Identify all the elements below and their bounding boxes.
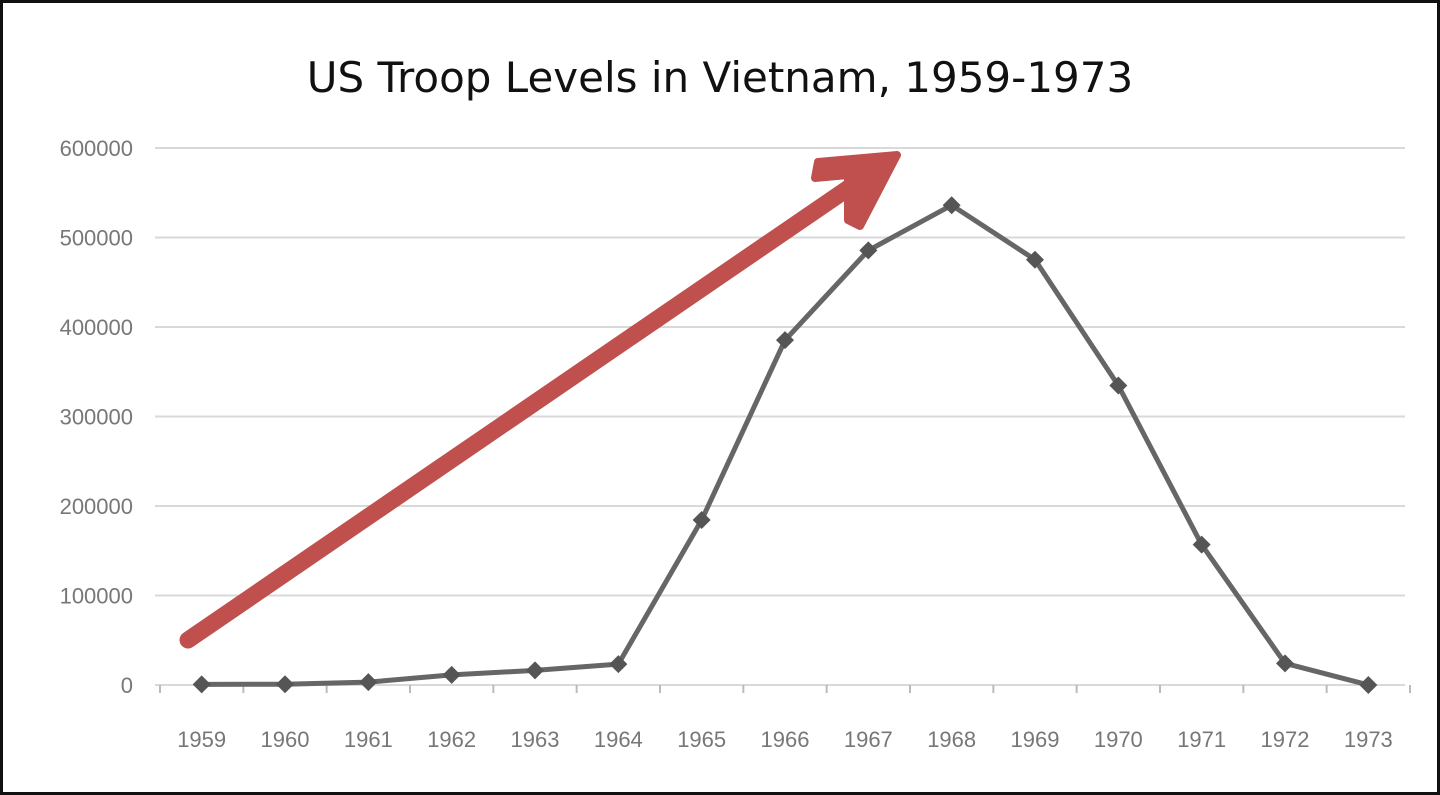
data-point	[192, 675, 211, 694]
x-tick-label: 1965	[677, 727, 726, 752]
data-point	[1026, 250, 1044, 269]
x-tick-label: 1972	[1261, 727, 1310, 752]
x-tick-label: 1959	[177, 727, 226, 752]
data-point	[609, 655, 628, 674]
data-point	[1359, 675, 1378, 694]
x-tick-label: 1969	[1011, 727, 1060, 752]
y-tick-label: 200000	[60, 494, 133, 519]
x-tick-label: 1968	[927, 727, 976, 752]
x-tick-label: 1962	[427, 727, 476, 752]
arrow-shaft	[179, 163, 881, 649]
series-line	[201, 202, 1369, 688]
data-point	[1192, 535, 1211, 554]
x-tick-label: 1966	[761, 727, 810, 752]
x-tick-label: 1963	[511, 727, 560, 752]
y-tick-label: 0	[121, 673, 133, 698]
data-point	[942, 196, 961, 215]
data-point	[776, 331, 794, 350]
y-tick-label: 300000	[60, 405, 133, 430]
arrow-head	[811, 151, 901, 230]
x-tick-label: 1961	[344, 727, 393, 752]
x-tick-label: 1973	[1344, 727, 1393, 752]
x-tick-label: 1964	[594, 727, 643, 752]
y-tick-label: 600000	[60, 136, 133, 161]
x-tick-label: 1967	[844, 727, 893, 752]
y-tick-label: 400000	[60, 315, 133, 340]
data-point	[359, 673, 378, 692]
data-point	[692, 511, 711, 530]
y-tick-label: 100000	[60, 584, 133, 609]
data-point	[276, 675, 294, 694]
chart-title: US Troop Levels in Vietnam, 1959-1973	[307, 53, 1133, 102]
data-point	[859, 241, 878, 260]
x-tick-label: 1960	[261, 727, 310, 752]
data-point	[1276, 654, 1294, 673]
x-tick-label: 1971	[1177, 727, 1226, 752]
data-point	[1109, 376, 1128, 395]
y-tick-label: 500000	[60, 226, 133, 251]
x-tick-label: 1970	[1094, 727, 1143, 752]
data-point	[526, 661, 544, 680]
data-point	[442, 665, 461, 684]
